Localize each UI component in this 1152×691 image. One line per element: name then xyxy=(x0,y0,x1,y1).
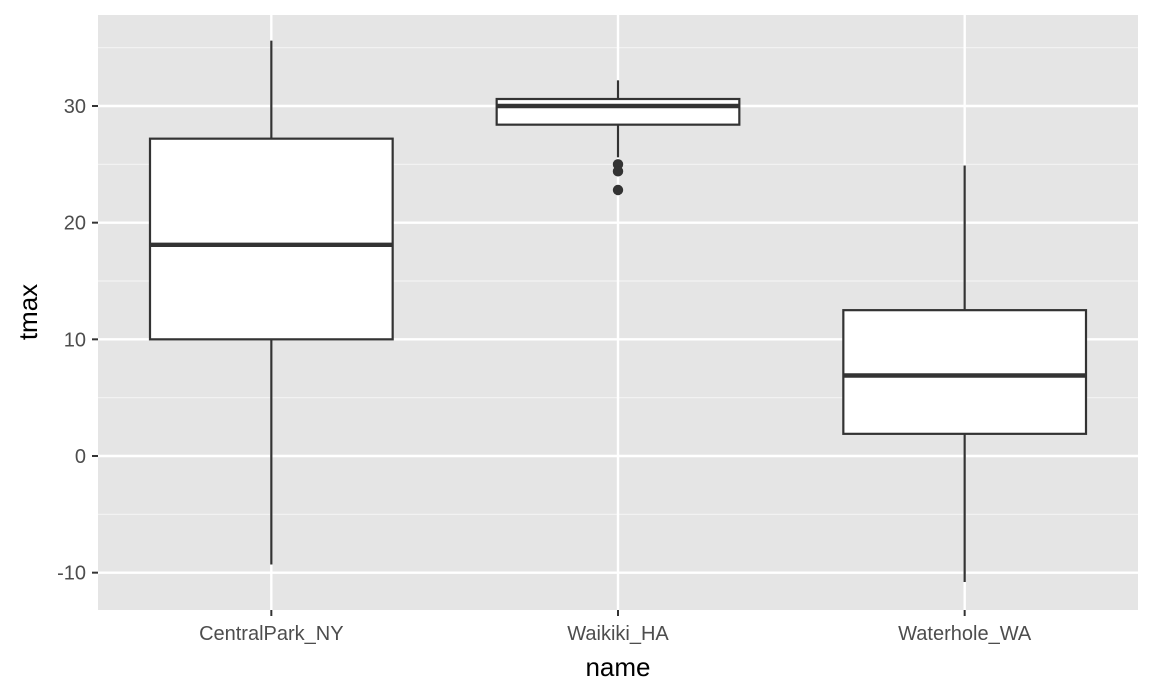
box-CentralPark_NY xyxy=(148,40,394,565)
box-iqr xyxy=(495,97,741,126)
y-tick-label: 0 xyxy=(75,446,86,468)
y-tick-label: 30 xyxy=(64,96,86,118)
boxes xyxy=(148,40,1088,582)
y-axis: -10 0 10 20 30 xyxy=(57,96,98,585)
x-tick-label: CentralPark_NY xyxy=(199,623,344,645)
y-tick-label: 10 xyxy=(64,329,86,351)
outlier-point xyxy=(612,166,624,177)
x-axis: CentralPark_NY Waikiki_HA Waterhole_WA xyxy=(199,610,1032,645)
y-axis-title: tmax xyxy=(13,284,43,340)
box-iqr xyxy=(842,309,1088,435)
outlier-point xyxy=(612,184,624,196)
box-Waikiki_HA xyxy=(495,80,741,196)
x-axis-title: name xyxy=(585,652,650,682)
x-tick-label: Waterhole_WA xyxy=(898,623,1032,645)
box-iqr xyxy=(148,137,394,341)
y-tick-label: -10 xyxy=(57,563,86,585)
y-tick-label: 20 xyxy=(64,213,86,235)
x-tick-label: Waikiki_HA xyxy=(567,623,669,645)
box-Waterhole_WA xyxy=(842,165,1088,582)
